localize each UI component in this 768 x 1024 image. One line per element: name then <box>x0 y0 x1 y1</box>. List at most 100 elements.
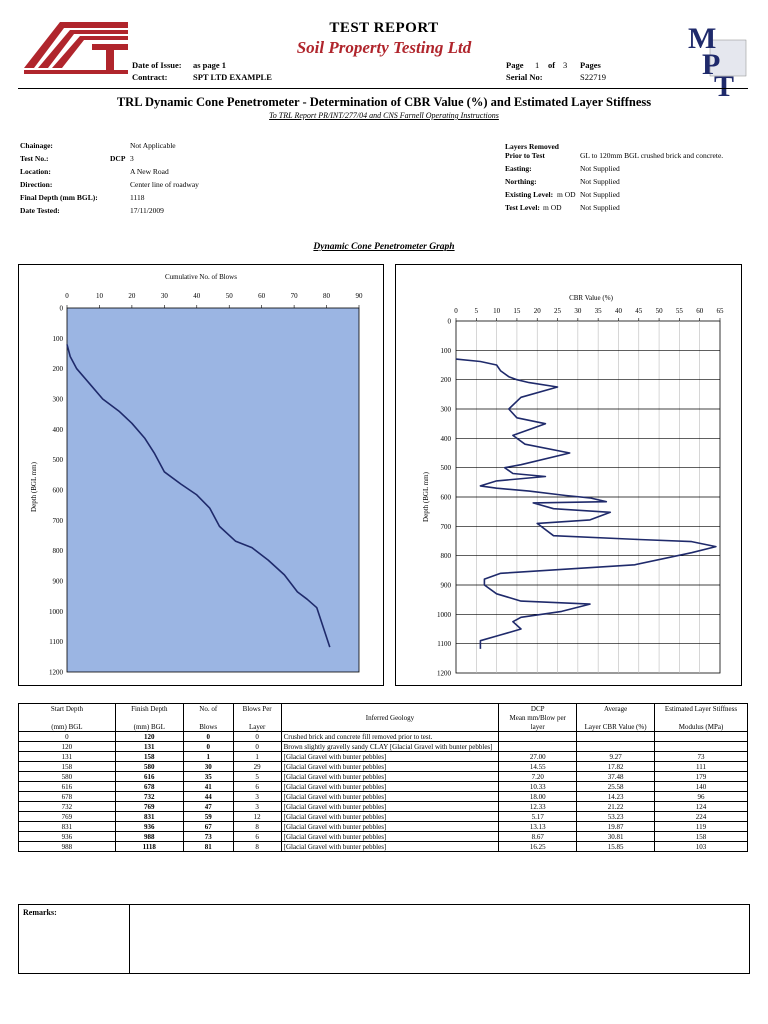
x-tick-label: 40 <box>193 292 201 300</box>
svg-text:T: T <box>714 70 734 98</box>
serial-label: Serial No: <box>506 72 543 82</box>
table-cell: 73 <box>182 831 234 842</box>
report-title: TRL Dynamic Cone Penetrometer - Determin… <box>116 95 652 109</box>
table-header-cell: (mm) BGL <box>18 722 116 732</box>
x-tick-label: 10 <box>96 292 104 300</box>
pages-label: Pages <box>580 60 601 70</box>
table-row: 936 988 73 6 [Glacial Gravel with bunter peb… <box>18 831 748 842</box>
x-tick-label: 65 <box>717 307 725 315</box>
y-tick-label: 0 <box>448 318 452 326</box>
y-tick-label: 700 <box>53 517 64 525</box>
table-header-cell <box>182 713 234 722</box>
x-tick-label: 0 <box>65 292 69 300</box>
table-cell: 5 <box>232 771 282 782</box>
table-cell: 936 <box>114 821 184 832</box>
table-row: 131 158 1 1 [Glacial Gravel with bunter pebb… <box>18 751 748 762</box>
table-cell: 12 <box>232 811 282 822</box>
table-cell: [Glacial Gravel with bunter pebbles] <box>280 791 500 802</box>
table-header-cell: Mean mm/Blow per <box>498 713 578 722</box>
table-cell: 140 <box>654 781 748 792</box>
x-tick-label: 10 <box>493 307 501 315</box>
table-cell: 103 <box>654 841 748 852</box>
table-cell: 5.17 <box>498 811 578 822</box>
info-row: Chainage: Not Applicable <box>20 141 176 150</box>
table-row: 616 678 41 6 [Glacial Gravel with bunter peb… <box>18 781 748 792</box>
date-of-issue-label: Date of Issue: <box>132 60 182 70</box>
table-cell: [Glacial Gravel with bunter pebbles] <box>280 831 500 842</box>
y-tick-label: 1100 <box>437 640 451 648</box>
table-cell: 37.48 <box>576 771 656 782</box>
table-cell: 0 <box>182 741 234 752</box>
page-number: 1 <box>535 60 540 70</box>
table-cell: 732 <box>114 791 184 802</box>
table-header-cell: Estimated Layer Stiffness <box>654 703 748 713</box>
table-cell: [Glacial Gravel with bunter pebbles] <box>280 761 500 772</box>
table-header-cell: Blows Per <box>232 703 282 713</box>
table-cell: 47 <box>182 801 234 812</box>
table-cell: 30 <box>182 761 234 772</box>
x-tick-label: 70 <box>291 292 299 300</box>
table-cell: 224 <box>654 811 748 822</box>
company-name: Soil Property Testing Ltd <box>296 38 472 57</box>
y-tick-label: 500 <box>53 456 64 464</box>
table-header-cell: layer <box>498 722 578 732</box>
info-row: Prior to Test GL to 120mm BGL crushed bri… <box>505 151 724 160</box>
table-cell <box>498 731 578 742</box>
table-cell: 8.67 <box>498 831 578 842</box>
table-cell: 158 <box>18 761 116 772</box>
table-header-row: Inferred Geology Mean mm/Blow per <box>18 713 748 722</box>
table-cell: 769 <box>18 811 116 822</box>
table-row: 158 580 30 29 [Glacial Gravel with bunter pe… <box>18 761 748 772</box>
table-header-cell <box>576 713 656 722</box>
table-cell: 678 <box>18 791 116 802</box>
x-tick-label: 60 <box>258 292 266 300</box>
remarks-box: Remarks: <box>18 904 750 974</box>
remarks-label: Remarks: <box>23 908 57 917</box>
x-tick-label: 20 <box>128 292 136 300</box>
table-cell: 158 <box>654 831 748 842</box>
x-tick-label: 80 <box>323 292 331 300</box>
info-row: Existing Level: m OD Not Supplied <box>505 190 620 199</box>
data-series-line <box>455 358 717 649</box>
table-cell: 3 <box>232 801 282 812</box>
data-series-line <box>66 344 331 648</box>
y-tick-label: 300 <box>441 406 452 414</box>
x-tick-label: 55 <box>676 307 684 315</box>
x-tick-label: 30 <box>161 292 169 300</box>
company-logo <box>24 20 128 76</box>
x-tick-label: 40 <box>615 307 623 315</box>
table-cell: 29 <box>232 761 282 772</box>
x-tick-label: 20 <box>534 307 542 315</box>
table-cell <box>654 731 748 742</box>
table-header-cell: Finish Depth <box>114 703 184 713</box>
x-tick-label: 60 <box>696 307 704 315</box>
table-cell: 14.55 <box>498 761 578 772</box>
table-cell: 6 <box>232 831 282 842</box>
table-cell: 53.23 <box>576 811 656 822</box>
page-total: 3 <box>563 60 568 70</box>
table-header-cell <box>280 703 500 713</box>
table-cell: 131 <box>114 741 184 752</box>
table-header-cell: (mm) BGL <box>114 722 184 732</box>
y-tick-label: 1200 <box>49 669 64 677</box>
y-axis-label: Depth (BGL mm) <box>30 461 38 512</box>
table-header-row: Start Depth Finish Depth No. of Blows Per DC… <box>18 703 748 713</box>
table-cell: 16.25 <box>498 841 578 852</box>
table-header-cell: Start Depth <box>18 703 116 713</box>
table-cell: 1 <box>232 751 282 762</box>
table-cell: 732 <box>18 801 116 812</box>
y-tick-label: 1100 <box>49 638 63 646</box>
table-cell: 25.58 <box>576 781 656 792</box>
y-tick-label: 900 <box>53 578 64 586</box>
table-cell: 19.87 <box>576 821 656 832</box>
x-tick-label: 50 <box>226 292 234 300</box>
results-table-body: Start Depth Finish Depth No. of Blows Per DC… <box>18 703 748 852</box>
y-tick-label: 800 <box>53 547 64 555</box>
table-cell: 96 <box>654 791 748 802</box>
remarks-divider <box>129 905 130 973</box>
y-tick-label: 1000 <box>49 608 64 616</box>
table-cell: 59 <box>182 811 234 822</box>
table-cell <box>498 741 578 752</box>
table-row: 678 732 44 3 [Glacial Gravel with bunter peb… <box>18 791 748 802</box>
y-tick-label: 900 <box>441 582 452 590</box>
